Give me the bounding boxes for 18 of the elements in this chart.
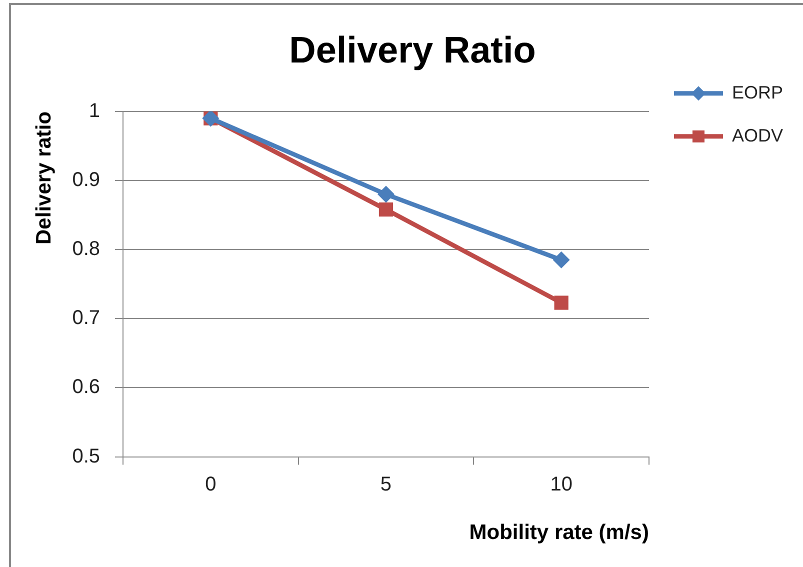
y-tick-label: 0.6 [72,376,100,398]
legend-label: AODV [732,125,784,146]
x-tick-label: 10 [550,473,572,496]
x-tick-label: 5 [380,473,392,496]
x-axis-title: Mobility rate (m/s) [469,521,649,544]
chart-title: Delivery Ratio [289,29,536,70]
y-tick-label: 0.8 [72,238,100,260]
legend-label: EORP [732,82,784,102]
y-axis-title: Delivery ratio [32,111,56,244]
point [378,202,394,217]
y-tick-label: 1 [88,100,100,122]
x-tick-label: 0 [205,473,216,496]
point [377,186,394,203]
y-tick-label: 0.5 [72,445,100,468]
point [552,251,570,268]
y-tick-label: 0.7 [72,307,100,330]
point [554,296,568,310]
y-tick-label: 0.9 [72,168,100,191]
